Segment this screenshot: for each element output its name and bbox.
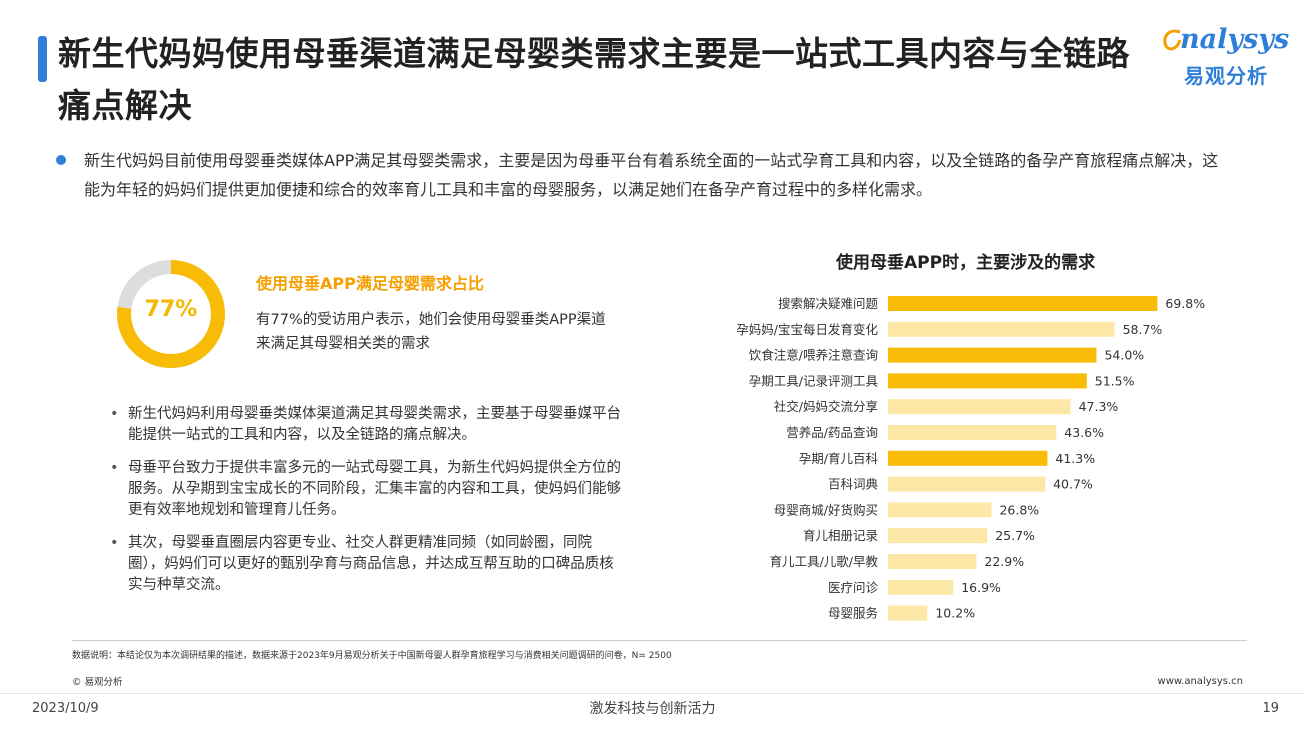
category-label: 医疗问诊 [828, 580, 879, 595]
bar [888, 347, 1097, 363]
category-label: 搜索解决疑难问题 [778, 296, 879, 311]
category-label: 百科词典 [828, 477, 878, 492]
bar [888, 605, 928, 621]
bar [888, 296, 1158, 311]
value-label: 41.3% [1055, 451, 1095, 466]
bar [888, 425, 1057, 440]
page-number: 19 [1262, 701, 1279, 716]
logo-swoosh-icon [1163, 29, 1182, 51]
stat-title: 使用母垂APP满足母婴需求占比 [256, 274, 484, 293]
bullet-item: • 其次，母婴垂直圈层内容更专业、社交人群更精准同频（如同龄圈，同院圈），妈妈们… [104, 533, 624, 596]
value-label: 43.6% [1064, 425, 1104, 440]
report-date: 2023/10/9 [32, 701, 99, 716]
value-label: 69.8% [1165, 296, 1205, 311]
footnote-divider [72, 640, 1247, 641]
category-label: 社交/妈妈交流分享 [774, 399, 878, 414]
category-label: 育儿工具/儿歌/早教 [770, 554, 879, 569]
bar [888, 554, 977, 569]
website-link[interactable]: www.analysys.cn [1157, 676, 1243, 687]
value-label: 26.8% [999, 502, 1039, 517]
bullet-item: • 新生代妈妈利用母婴垂类媒体渠道满足其母婴类需求，主要基于母婴垂媒平台能提供一… [104, 404, 624, 446]
category-label: 孕期/育儿百科 [799, 451, 879, 466]
value-label: 51.5% [1095, 373, 1135, 388]
bullet-text: 其次，母婴垂直圈层内容更专业、社交人群更精准同频（如同龄圈，同院圈），妈妈们可以… [128, 535, 614, 593]
value-label: 22.9% [984, 554, 1024, 569]
donut-chart [117, 260, 225, 368]
category-label: 育儿相册记录 [803, 528, 878, 543]
bullet-text: 新生代妈妈利用母婴垂类媒体渠道满足其母婴类需求，主要基于母婴垂媒平台能提供一站式… [128, 406, 621, 443]
category-label: 母婴商城/好货购买 [774, 502, 878, 517]
donut-value-label: 77% [144, 297, 198, 322]
value-label: 58.7% [1123, 322, 1163, 337]
title-accent-bar [38, 36, 47, 82]
bar-chart: 搜索解决疑难问题 69.8% 孕妈妈/宝宝每日发育变化 58.7% 饮食注意/喂养注意查… [736, 296, 1205, 621]
category-label: 孕妈妈/宝宝每日发育变化 [736, 322, 878, 337]
bullet-item: • 母垂平台致力于提供丰富多元的一站式母婴工具，为新生代妈妈提供全方位的服务。从… [104, 458, 624, 521]
category-label: 孕期工具/记录评测工具 [749, 373, 879, 388]
category-label: 营养品/药品查询 [786, 425, 878, 440]
logo-text-en: nalysys [1180, 24, 1290, 55]
bullet-dot-icon: • [110, 460, 119, 476]
value-label: 25.7% [995, 528, 1035, 543]
bar [888, 528, 988, 544]
chart-title: 使用母垂APP时，主要涉及的需求 [836, 253, 1096, 273]
page-title: 新生代妈妈使用母垂渠道满足母婴类需求主要是一站式工具内容与全链路痛点解决 [58, 34, 1130, 125]
summary-text: 新生代妈妈目前使用母婴垂类媒体APP满足其母婴类需求，主要是因为母垂平台有着系统… [84, 151, 1219, 199]
bar [888, 502, 992, 518]
data-note: 数据说明：本结论仅为本次调研结果的描述，数据来源于2023年9月易观分析关于中国… [72, 651, 672, 661]
summary-bullet-icon [56, 155, 66, 165]
copyright: © 易观分析 [72, 677, 123, 688]
bullet-text: 母垂平台致力于提供丰富多元的一站式母婴工具，为新生代妈妈提供全方位的服务。从孕期… [128, 460, 621, 518]
bar [888, 373, 1087, 389]
value-label: 47.3% [1079, 399, 1119, 414]
donut-value-arc [117, 260, 225, 368]
bar [888, 476, 1046, 492]
value-label: 10.2% [935, 606, 975, 621]
logo-text-cn: 易观分析 [1184, 64, 1268, 88]
category-label: 饮食注意/喂养注意查询 [749, 348, 878, 363]
bullet-dot-icon: • [110, 406, 119, 422]
stat-description: 有77%的受访用户表示，她们会使用母婴垂类APP渠道来满足其母婴相关类的需求 [256, 312, 606, 352]
bar [888, 321, 1115, 337]
bottom-divider [0, 693, 1305, 694]
bar [888, 399, 1071, 415]
bar [888, 450, 1048, 466]
value-label: 54.0% [1104, 348, 1144, 363]
bullet-list: • 新生代妈妈利用母婴垂类媒体渠道满足其母婴类需求，主要基于母婴垂媒平台能提供一… [104, 404, 624, 608]
bullet-dot-icon: • [110, 535, 119, 551]
slogan: 激发科技与创新活力 [589, 701, 716, 717]
value-label: 16.9% [961, 580, 1001, 595]
analysys-logo: nalysys 易观分析 [1160, 24, 1290, 90]
bar [888, 579, 954, 595]
category-label: 母婴服务 [828, 606, 878, 621]
value-label: 40.7% [1053, 477, 1093, 492]
